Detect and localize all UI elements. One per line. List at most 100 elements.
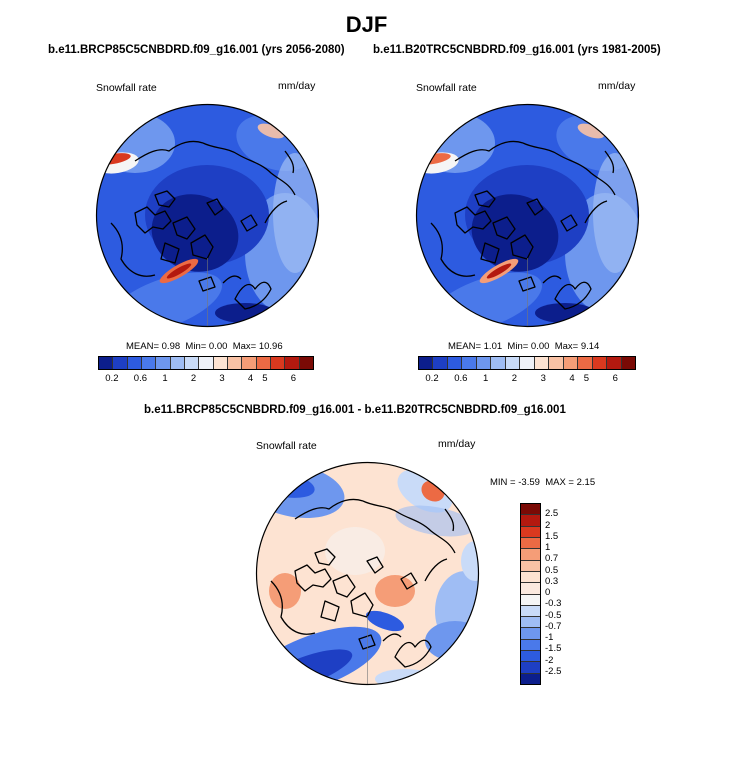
coastline xyxy=(518,276,536,292)
coastline xyxy=(510,234,534,260)
colorbar-swatch xyxy=(521,651,540,663)
colorbar-swatch xyxy=(127,357,142,369)
colorbar-swatch xyxy=(505,357,521,369)
colorbar-swatch xyxy=(299,357,313,369)
coastline xyxy=(234,281,272,310)
coastline xyxy=(294,498,364,520)
colorbar-swatch xyxy=(227,357,243,369)
colorbar-tick-label: 2 xyxy=(190,373,197,384)
colorbar-swatch xyxy=(521,594,540,606)
difference-stats: MIN = -3.59 MAX = 2.15 xyxy=(490,477,595,488)
colorbar-swatch xyxy=(521,504,540,516)
historical-min-value: 0.00 xyxy=(530,341,550,352)
coastline xyxy=(362,500,456,554)
colorbar-tick-label: 0.6 xyxy=(454,373,468,384)
colorbar-tick-label: 0.6 xyxy=(133,373,148,384)
difference-variable-label: Snowfall rate xyxy=(256,440,317,452)
coastline xyxy=(358,634,376,650)
colorbar-tick-label: 2 xyxy=(545,519,551,531)
historical-colorbar xyxy=(418,356,636,370)
map-border xyxy=(255,461,480,686)
colorbar-tick-label: -0.3 xyxy=(545,598,562,610)
historical-min-label: Min= xyxy=(507,341,529,352)
colorbar-tick-label: 4 xyxy=(569,373,575,384)
future-min-value: 0.00 xyxy=(208,341,228,352)
colorbar-tick-label: 1.5 xyxy=(545,530,559,542)
future-max-label: Max= xyxy=(232,341,257,352)
colorbar-swatch xyxy=(534,357,550,369)
coastline xyxy=(526,198,544,216)
colorbar-swatch xyxy=(592,357,608,369)
coastline xyxy=(424,558,448,582)
coastline xyxy=(554,281,592,310)
difference-panel-title: b.e11.BRCP85C5CNBDRD.f09_g16.001 - b.e11… xyxy=(144,404,566,416)
coastline xyxy=(400,572,418,590)
field-contour xyxy=(593,153,637,273)
colorbar-tick-label: -0.7 xyxy=(545,620,562,632)
colorbar-tick-label: -2 xyxy=(545,654,554,666)
colorbar-swatch xyxy=(563,357,579,369)
colorbar-swatch xyxy=(199,357,214,369)
coastline xyxy=(382,633,402,642)
colorbar-swatch xyxy=(141,357,157,369)
coastline xyxy=(332,574,356,598)
coastline xyxy=(110,222,156,277)
field-contour xyxy=(486,263,512,279)
coastline xyxy=(584,200,608,224)
colorbar-tick-label: 6 xyxy=(290,373,297,384)
colorbar-tick-label: 0 xyxy=(545,587,551,598)
field-contour xyxy=(257,123,285,139)
colorbar-swatch xyxy=(521,571,540,584)
coastline xyxy=(134,140,204,162)
coastline xyxy=(394,639,432,668)
difference-colorbar xyxy=(520,503,541,685)
colorbar-tick-label: 0.2 xyxy=(425,373,439,384)
coastline xyxy=(542,275,562,284)
colorbar-swatch xyxy=(99,357,114,369)
colorbar-tick-label: -0.5 xyxy=(545,609,562,621)
colorbar-tick-label: 0.3 xyxy=(545,575,559,587)
field-contour xyxy=(166,263,192,279)
future-stats: MEAN= 0.98 Min= 0.00 Max= 10.96 xyxy=(126,341,283,352)
colorbar-swatch xyxy=(213,357,228,369)
colorbar-tick-label: 6 xyxy=(612,373,618,384)
colorbar-swatch xyxy=(447,357,463,369)
coastline xyxy=(198,276,216,292)
historical-mean-label: MEAN= xyxy=(448,341,481,352)
field-contour xyxy=(375,669,435,685)
future-variable-label: Snowfall rate xyxy=(96,82,157,94)
coastline xyxy=(294,564,332,592)
colorbar-swatch xyxy=(113,357,128,369)
future-max-value: 10.96 xyxy=(258,341,283,352)
coastline xyxy=(320,600,340,622)
coastline xyxy=(480,242,500,264)
coastline xyxy=(454,140,524,162)
colorbar-swatch xyxy=(521,515,540,527)
historical-mean-value: 1.01 xyxy=(483,341,503,352)
coastline xyxy=(240,214,258,232)
colorbar-tick-label: -1 xyxy=(545,632,554,643)
future-mean-value: 0.98 xyxy=(161,341,181,352)
coastline xyxy=(492,216,516,240)
colorbar-swatch xyxy=(521,583,540,595)
colorbar-swatch xyxy=(578,357,593,369)
colorbar-tick-label: 1 xyxy=(483,373,489,384)
coastline xyxy=(366,556,384,574)
colorbar-swatch xyxy=(256,357,271,369)
coastline xyxy=(474,190,496,208)
colorbar-swatch xyxy=(476,357,492,369)
field-contour xyxy=(395,505,475,537)
future-polar-map xyxy=(95,103,320,328)
colorbar-tick-label: 0.7 xyxy=(545,553,559,565)
colorbar-tick-label: 2.5 xyxy=(545,508,559,520)
coastline xyxy=(604,150,615,174)
historical-units-label: mm/day xyxy=(598,80,636,92)
colorbar-tick-label: 3 xyxy=(219,373,225,384)
colorbar-tick-label: 1 xyxy=(545,542,551,553)
difference-max-value: 2.15 xyxy=(576,477,596,488)
colorbar-tick-label: 4 xyxy=(247,373,254,384)
coastline xyxy=(172,216,196,240)
field-contour xyxy=(273,153,317,273)
colorbar-swatch xyxy=(521,526,540,538)
future-mean-label: MEAN= xyxy=(126,341,159,352)
